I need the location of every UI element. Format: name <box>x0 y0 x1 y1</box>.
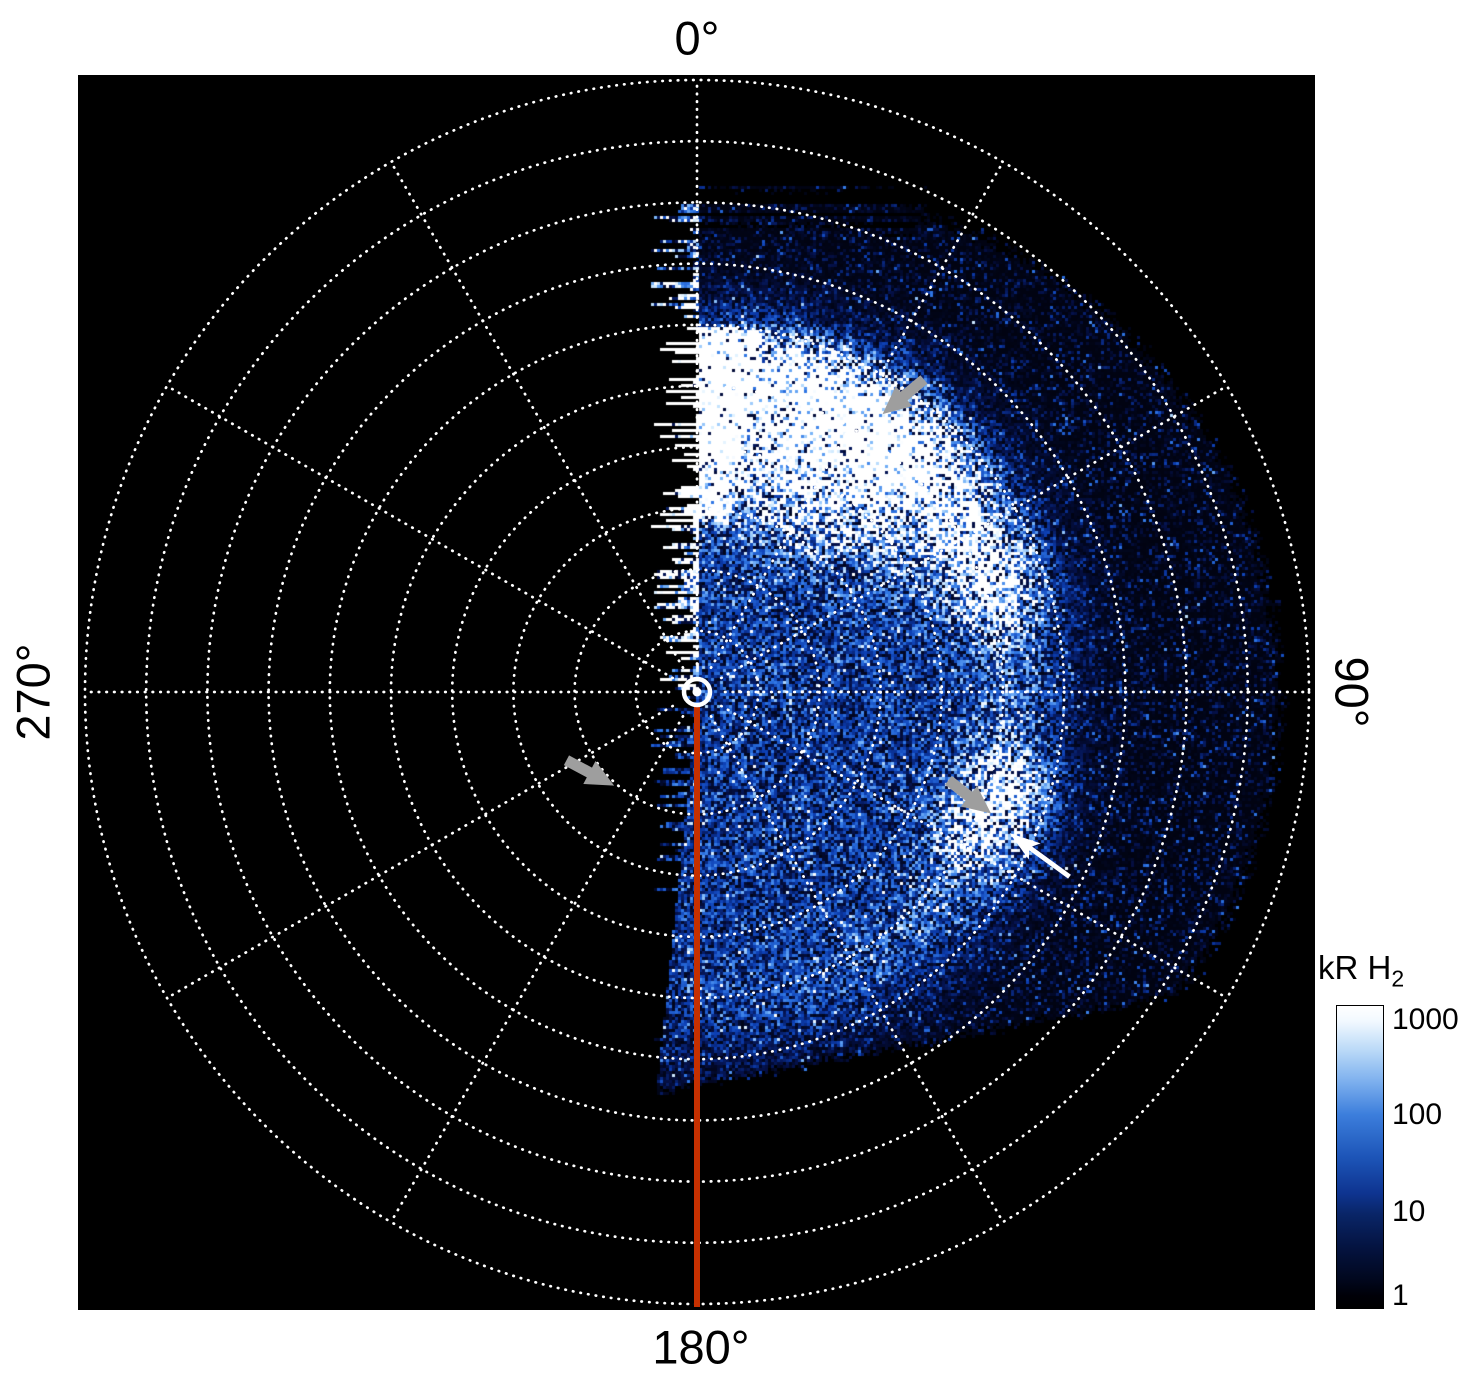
grid-spoke <box>389 160 685 670</box>
pole-marker-dot <box>692 687 702 697</box>
grid-overlay <box>83 78 1311 1307</box>
grid-spoke <box>709 714 1005 1224</box>
gray-arrow-annotation <box>563 755 615 786</box>
colorbar-tick-label: 1 <box>1392 1279 1409 1313</box>
gray-arrow-annotation <box>882 375 928 415</box>
white-arrow-annotation <box>1009 833 1071 879</box>
colorbar: kR H2 1000 100 10 1 <box>1318 949 1480 1312</box>
colorbar-title: kR H2 <box>1318 949 1404 993</box>
colorbar-title-main: kR H <box>1318 949 1392 986</box>
colorbar-title-sub: 2 <box>1391 965 1405 992</box>
angle-label-270: 270° <box>6 643 60 741</box>
grid-spoke <box>719 704 1229 1000</box>
angle-label-90: 90° <box>1325 656 1379 728</box>
grid-spoke <box>709 160 1005 670</box>
pole-marker-ring <box>681 676 713 708</box>
polar-plot-area <box>78 75 1315 1310</box>
grid-spoke <box>389 714 685 1224</box>
colorbar-tick-label: 100 <box>1392 1098 1443 1132</box>
colorbar-body: 1000 100 10 1 <box>1322 1003 1480 1312</box>
grid-spoke <box>165 384 675 680</box>
angle-label-0: 0° <box>674 11 720 65</box>
grid-spoke <box>165 704 675 1000</box>
colorbar-tick-label: 10 <box>1392 1194 1426 1228</box>
gray-arrow-annotation <box>945 775 992 814</box>
colorbar-tick-label: 1000 <box>1392 1003 1459 1037</box>
grid-ring <box>634 629 760 755</box>
colorbar-tick-labels: 1000 100 10 1 <box>1392 1003 1480 1312</box>
colorbar-gradient <box>1336 1005 1384 1309</box>
grid-spoke <box>719 384 1229 680</box>
angle-label-180: 180° <box>652 1320 750 1374</box>
